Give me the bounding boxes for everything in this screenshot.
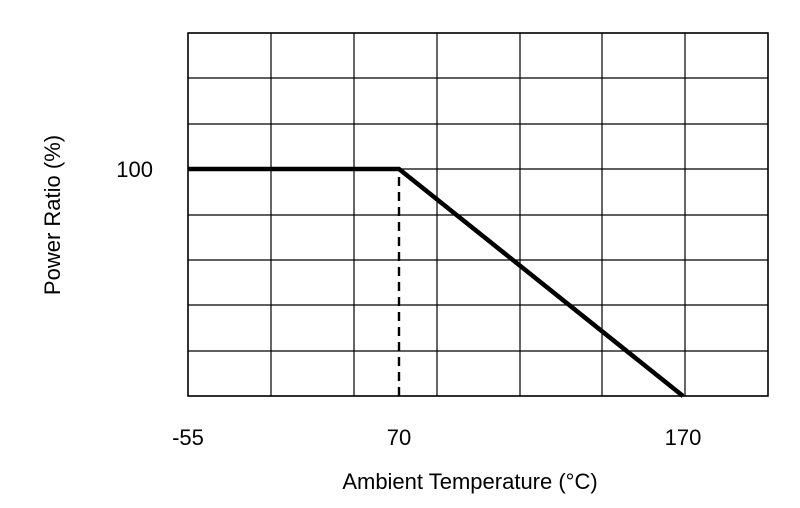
plot-frame-border [187, 32, 769, 397]
x-tick-labels: -55 70 170 [172, 425, 701, 450]
series-line-0 [188, 166, 685, 398]
plot-frame [187, 32, 769, 397]
x-tick-label-0: -55 [172, 425, 204, 450]
y-tick-labels: 100 [116, 157, 153, 182]
series-lines [188, 166, 685, 398]
x-axis-title: Ambient Temperature (°C) [342, 469, 597, 494]
x-tick-label-1: 70 [387, 425, 411, 450]
x-tick-label-2: 170 [665, 425, 702, 450]
y-axis-title: Power Ratio (%) [40, 135, 65, 295]
grid [187, 32, 769, 397]
y-tick-label-0: 100 [116, 157, 153, 182]
